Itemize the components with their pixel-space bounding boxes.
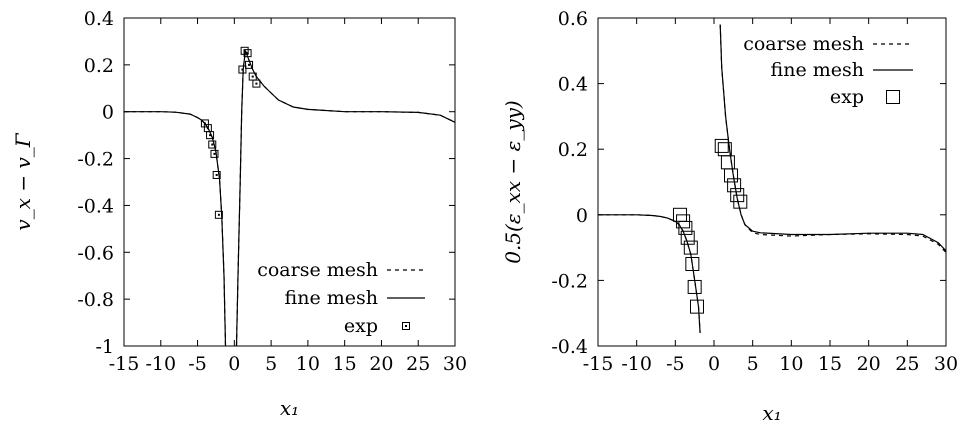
exp-marker-dot <box>215 173 218 176</box>
plot-frame <box>597 17 947 347</box>
x-tick-label: 5 <box>265 353 277 375</box>
exp-marker <box>238 65 247 74</box>
y-tick-label: -0.4 <box>551 336 588 358</box>
exp-marker-dot <box>248 63 251 66</box>
y-tick-label: 0 <box>102 102 114 124</box>
exp-marker <box>200 119 209 128</box>
fine-mesh-line <box>124 111 227 346</box>
x-tick-label: -15 <box>109 353 140 375</box>
exp-marker <box>714 138 729 153</box>
fine-mesh-line <box>235 50 455 346</box>
x-tick-label: 25 <box>406 353 430 375</box>
exp-marker <box>208 140 217 149</box>
x-tick-label: 30 <box>934 353 958 375</box>
y-tick-label: 0.2 <box>558 139 588 161</box>
exp-marker-dot <box>203 122 206 125</box>
legend-marker <box>402 322 410 330</box>
y-tick-label: -0.2 <box>77 149 114 171</box>
y-tick-label: 0.4 <box>84 8 114 30</box>
exp-marker-dot <box>206 127 209 130</box>
legend-marker <box>886 90 900 104</box>
exp-marker <box>214 210 223 219</box>
coarse-mesh-line <box>598 214 701 333</box>
exp-marker <box>687 279 702 294</box>
legend-label: fine mesh <box>285 287 378 309</box>
x-tick-label: 25 <box>895 353 919 375</box>
x-tick-label: 15 <box>818 353 842 375</box>
y-tick-label: -0.4 <box>77 195 114 217</box>
exp-marker <box>252 79 261 88</box>
y-tick-label: 0.6 <box>558 8 588 30</box>
exp-marker <box>212 170 221 179</box>
legend-label: coarse mesh <box>257 259 378 281</box>
x-tick-label: 0 <box>708 353 720 375</box>
exp-marker-dot <box>255 82 258 85</box>
x-tick-label: 5 <box>747 353 759 375</box>
y-tick-label: -0.2 <box>551 270 588 292</box>
exp-marker <box>733 194 748 209</box>
exp-marker-dot <box>217 213 220 216</box>
exp-marker-dot <box>213 152 216 155</box>
x-tick-label: 20 <box>857 353 881 375</box>
x-tick-label: 10 <box>296 353 320 375</box>
exp-marker-dot <box>246 52 249 55</box>
x-tick-label: 20 <box>369 353 393 375</box>
plot-area <box>598 24 946 333</box>
x-axis-label: x₁ <box>762 401 781 425</box>
exp-marker <box>210 149 219 158</box>
right-chart: -15 -10 -5 0 5 10 15 20 25 30 -0.4 -0.2 0 0.2 0.4 0.6 x₁… <box>501 8 958 425</box>
x-tick-label: -10 <box>621 353 652 375</box>
y-tick-label: -0.6 <box>77 242 114 264</box>
x-tick-label: -10 <box>145 353 176 375</box>
y-tick-label: -1 <box>95 336 114 358</box>
legend-label: coarse mesh <box>743 33 864 55</box>
x-axis-label: x₁ <box>280 396 299 420</box>
exp-marker-dot <box>243 49 246 52</box>
x-tick-label: -5 <box>188 353 207 375</box>
exp-marker <box>243 49 252 58</box>
fine-mesh-line <box>719 24 946 252</box>
coarse-mesh-line <box>124 111 227 346</box>
exp-marker <box>685 257 700 271</box>
y-tick-label: 0.2 <box>84 55 114 77</box>
legend-marker-dot <box>405 325 407 327</box>
legend-label: fine mesh <box>771 59 864 81</box>
y-axis-label: v_x − v_Γ <box>11 132 35 230</box>
plot-area <box>124 46 455 346</box>
exp-marker-dot <box>241 68 244 71</box>
exp-marker <box>680 230 695 245</box>
exp-marker <box>689 299 704 314</box>
y-tick-label: 0 <box>576 205 588 227</box>
exp-marker-dot <box>209 134 212 137</box>
x-tick-label: 0 <box>228 353 240 375</box>
exp-marker-dot <box>251 75 254 78</box>
x-tick-label: -15 <box>583 353 614 375</box>
exp-marker <box>683 240 698 255</box>
x-tick-label: 30 <box>443 353 467 375</box>
legend-label: exp <box>344 315 378 337</box>
exp-marker <box>240 46 249 55</box>
exp-marker <box>206 131 215 140</box>
y-tick-label: -0.8 <box>77 289 114 311</box>
exp-marker-dot <box>211 143 214 146</box>
y-tick-label: 0.4 <box>558 74 588 96</box>
x-tick-label: 15 <box>333 353 357 375</box>
plot-frame <box>123 17 456 347</box>
legend-label: exp <box>830 86 864 108</box>
x-tick-label: 10 <box>779 353 803 375</box>
exp-marker <box>678 220 693 235</box>
left-chart: -15 -10 -5 0 5 10 15 20 25 30 -1 -0.8 -0.6 -0.4 -0.2 0 0… <box>11 8 467 420</box>
y-axis-label: 0.5(ε_xx − ε_yy) <box>501 100 525 264</box>
fine-mesh-line <box>598 214 701 333</box>
exp-marker <box>245 60 254 69</box>
x-tick-label: -5 <box>666 353 685 375</box>
exp-marker <box>727 178 742 193</box>
exp-marker <box>724 168 739 183</box>
